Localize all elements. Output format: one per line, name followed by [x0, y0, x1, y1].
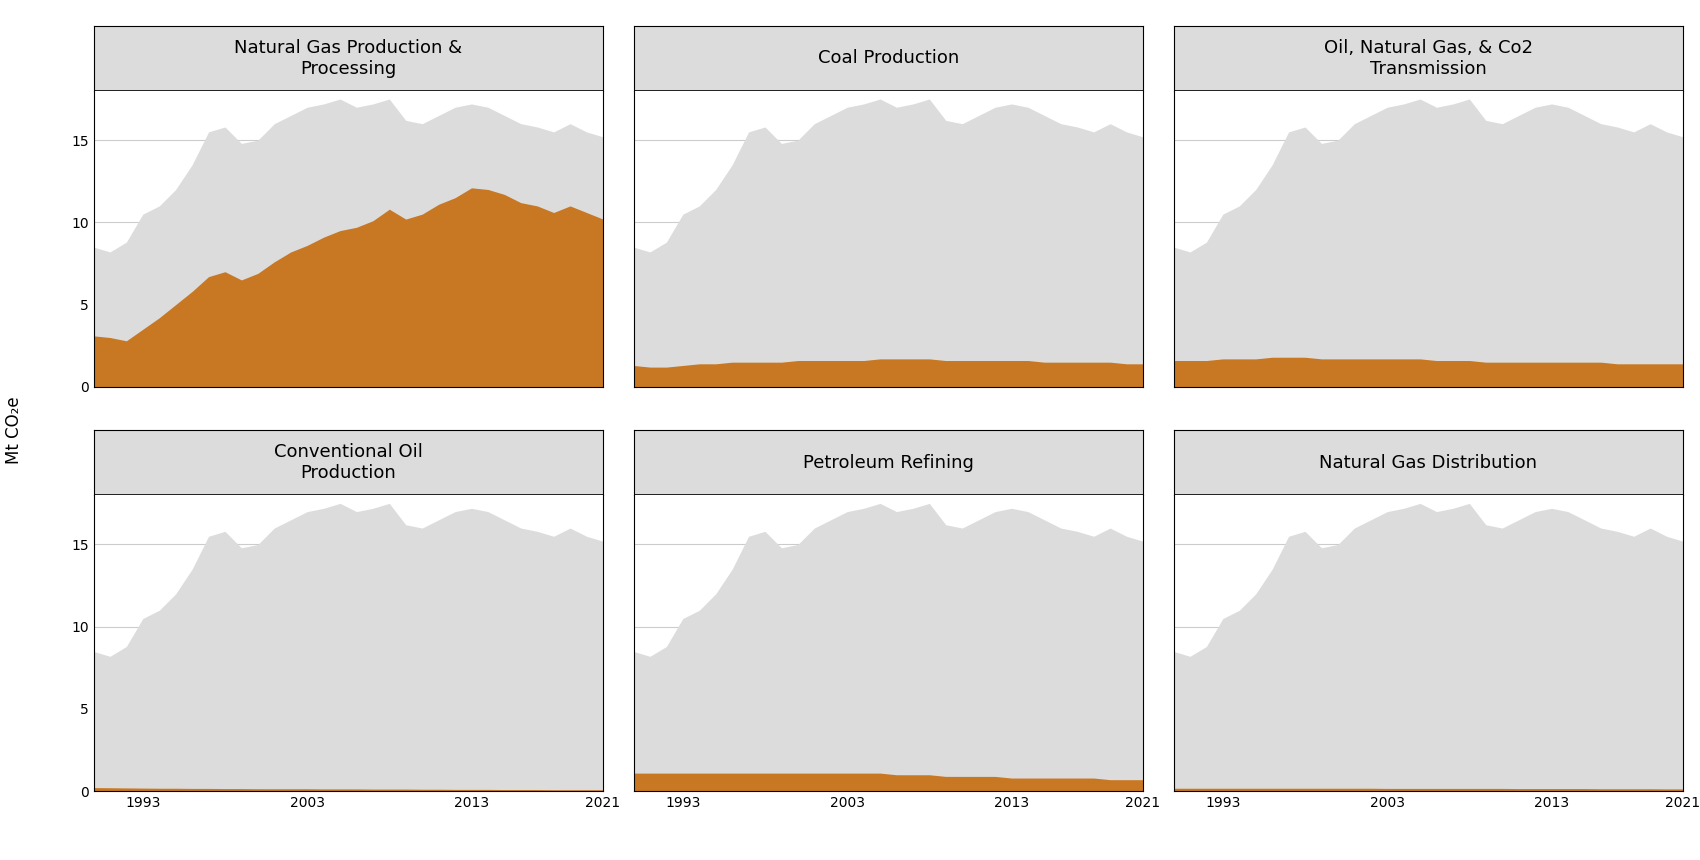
- Text: Conventional Oil
Production: Conventional Oil Production: [274, 443, 423, 482]
- Text: Natural Gas Production &
Processing: Natural Gas Production & Processing: [235, 39, 462, 77]
- Text: Coal Production: Coal Production: [818, 49, 959, 67]
- Text: Petroleum Refining: Petroleum Refining: [802, 454, 974, 471]
- Text: Oil, Natural Gas, & Co2
Transmission: Oil, Natural Gas, & Co2 Transmission: [1324, 39, 1533, 77]
- Text: Mt CO₂e: Mt CO₂e: [5, 396, 22, 464]
- Text: Natural Gas Distribution: Natural Gas Distribution: [1319, 454, 1537, 471]
